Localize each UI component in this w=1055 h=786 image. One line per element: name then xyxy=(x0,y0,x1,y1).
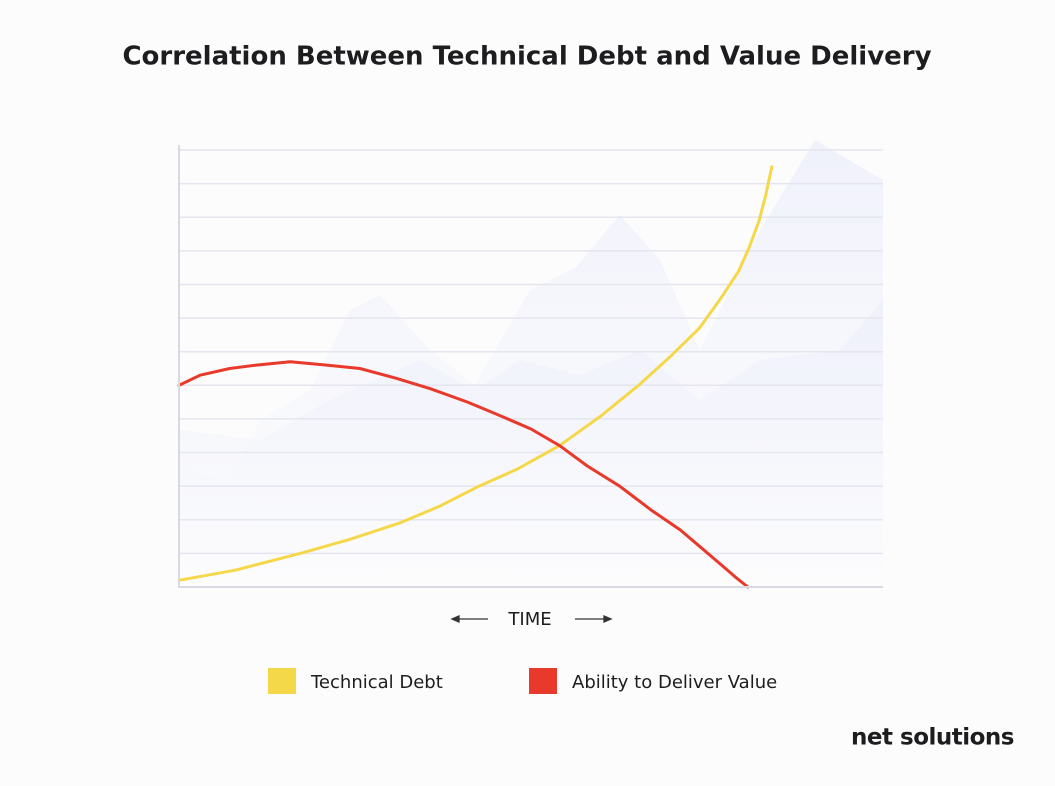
brand-logo: net solutions xyxy=(851,725,1014,751)
chart-title: Correlation Between Technical Debt and V… xyxy=(122,42,931,72)
plot xyxy=(177,149,883,589)
x-axis-label: TIME xyxy=(507,609,551,630)
decor-mountains xyxy=(179,300,883,587)
legend-label: Ability to Deliver Value xyxy=(572,672,777,693)
series-line xyxy=(177,165,774,582)
series-line xyxy=(177,360,750,589)
legend-swatch xyxy=(529,668,557,694)
legend: Technical Debt Ability to Deliver Value xyxy=(268,668,777,694)
time-arrows xyxy=(450,615,613,623)
legend-label: Technical Debt xyxy=(310,672,443,693)
legend-swatch xyxy=(268,668,296,694)
